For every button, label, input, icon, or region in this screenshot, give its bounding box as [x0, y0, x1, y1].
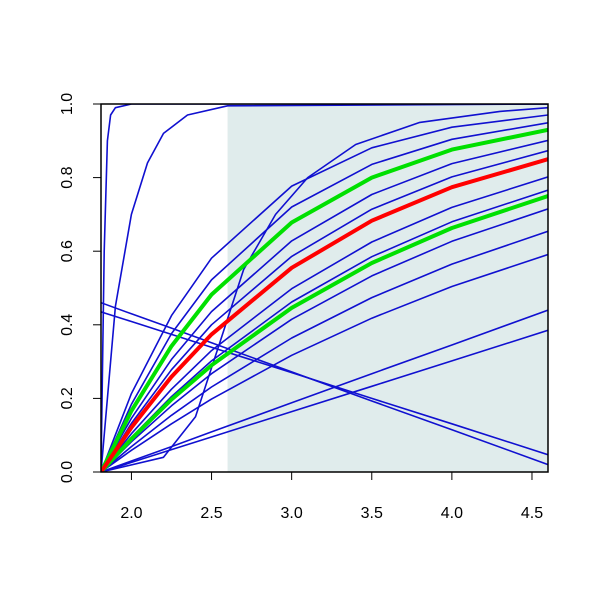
x-tick-label: 4.5 [521, 505, 543, 522]
y-tick-label: 1.0 [59, 93, 76, 115]
series-line [101, 309, 548, 472]
y-tick-label: 0.4 [59, 314, 76, 336]
series-line [101, 194, 548, 472]
series-line [101, 176, 548, 472]
y-tick-label: 0.2 [59, 387, 76, 409]
series-line [101, 114, 548, 472]
y-tick-label: 0.8 [59, 166, 76, 188]
plot-frame [100, 103, 549, 473]
x-tick-label: 2.5 [200, 505, 222, 522]
series-line [101, 149, 548, 472]
y-tick-label: 0.6 [59, 240, 76, 262]
series-line [101, 208, 548, 472]
series-line [101, 127, 548, 472]
series-line [101, 230, 548, 472]
series-line [101, 253, 548, 472]
series-line [101, 301, 548, 466]
y-tick-label: 0.0 [59, 461, 76, 483]
plot-area [101, 104, 548, 472]
series-line [101, 122, 548, 472]
series-line [101, 329, 548, 472]
series-line [101, 104, 548, 472]
x-tick-label: 4.0 [441, 505, 463, 522]
x-tick-label: 3.0 [281, 505, 303, 522]
series-line [101, 104, 548, 472]
series-line [101, 139, 548, 472]
series-line [101, 311, 548, 456]
series-line [101, 157, 548, 472]
x-tick-label: 3.5 [361, 505, 383, 522]
x-tick-label: 2.0 [120, 505, 142, 522]
series-line [101, 106, 548, 472]
